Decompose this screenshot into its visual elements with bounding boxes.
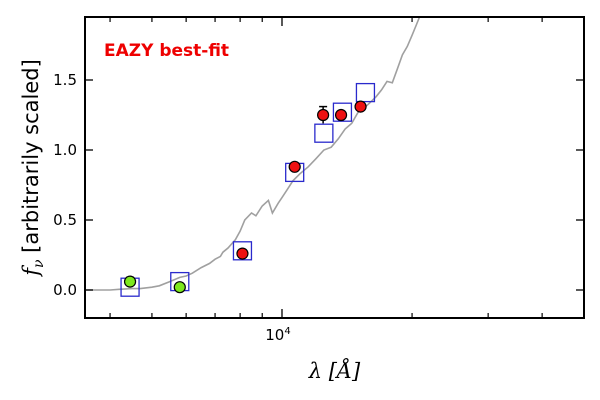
model-sed-line (85, 17, 421, 291)
model-photometry-square (314, 123, 334, 143)
y-axis-label: fν [arbitrarily scaled] (19, 59, 47, 278)
model-photometry-square (232, 241, 253, 261)
plot-area (85, 17, 421, 297)
y-tick-label: 1.0 (53, 141, 77, 159)
observed-point (317, 108, 330, 122)
y-tick-label: 0.0 (53, 281, 77, 299)
plot-frame (84, 16, 585, 319)
observed-point (123, 275, 137, 288)
observed-point (173, 281, 186, 294)
annotation-eazy: EAZY best-fit (104, 41, 229, 61)
axis-ticks: 0.0 0.5 1.0 1.5 104 (53, 17, 584, 344)
observed-point (334, 108, 348, 122)
y-tick-label: 1.5 (53, 71, 77, 89)
observed-point (288, 160, 301, 173)
observed-point (354, 100, 367, 113)
x-tick-label: 104 (265, 326, 290, 344)
model-photometry-square (332, 102, 353, 122)
x-axis-label: λ [Å] (308, 358, 361, 383)
model-photometry-square (355, 82, 376, 103)
observed-point (236, 247, 249, 260)
y-tick-label: 0.5 (53, 211, 77, 229)
